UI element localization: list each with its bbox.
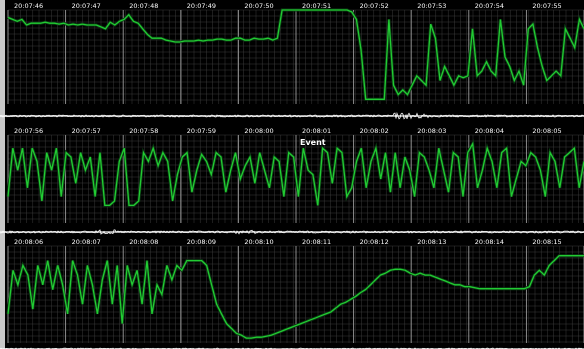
time-label: 20:07:56	[14, 127, 43, 135]
time-label: 20:08:10	[244, 238, 273, 246]
left-border	[0, 0, 5, 349]
time-label: 20:07:46	[14, 2, 43, 10]
time-label: 20:07:47	[72, 2, 101, 10]
time-label: 20:08:05	[532, 127, 561, 135]
waveform-trace	[7, 255, 584, 339]
noise-baseline	[0, 231, 584, 233]
time-label: 20:07:48	[129, 2, 158, 10]
time-label: 20:07:50	[244, 2, 273, 10]
time-label: 20:08:12	[360, 238, 389, 246]
time-label: 20:07:49	[187, 2, 216, 10]
waveform-trace	[7, 141, 584, 207]
time-label: 20:08:15	[532, 238, 561, 246]
time-label: 20:08:00	[244, 127, 273, 135]
time-label: 20:08:07	[72, 238, 101, 246]
time-label: 20:08:09	[187, 238, 216, 246]
time-label: 20:08:04	[475, 127, 504, 135]
strip-2-major-grid	[7, 135, 584, 223]
time-label: 20:08:02	[360, 127, 389, 135]
strip-3: 20:08:06 20:08:07 20:08:08 20:08:09 20:08:10…	[0, 238, 584, 349]
time-label: 20:08:13	[417, 238, 446, 246]
time-label: 20:07:51	[302, 2, 331, 10]
time-label: 20:07:55	[532, 2, 561, 10]
time-label: 20:08:08	[129, 238, 158, 246]
strip-2: 20:07:56 20:07:57 20:07:58 20:07:59 20:08:00…	[0, 127, 584, 235]
time-label: 20:07:57	[72, 127, 101, 135]
time-label: 20:07:54	[475, 2, 504, 10]
time-label: 20:08:03	[417, 127, 446, 135]
time-label: 20:07:58	[129, 127, 158, 135]
time-label: 20:08:06	[14, 238, 43, 246]
time-label: 20:08:11	[302, 238, 331, 246]
waveform-trace	[7, 9, 584, 100]
time-label: 20:07:59	[187, 127, 216, 135]
time-label: 20:08:01	[302, 127, 331, 135]
time-label: 20:07:52	[360, 2, 389, 10]
strip-1-major-grid	[7, 10, 584, 104]
noise-baseline	[0, 115, 584, 117]
event-annotation: Event	[300, 138, 326, 147]
strip-1: 20:07:46 20:07:47 20:07:48 20:07:49 20:07:50…	[0, 2, 584, 120]
time-label: 20:08:14	[475, 238, 504, 246]
time-label: 20:07:53	[417, 2, 446, 10]
